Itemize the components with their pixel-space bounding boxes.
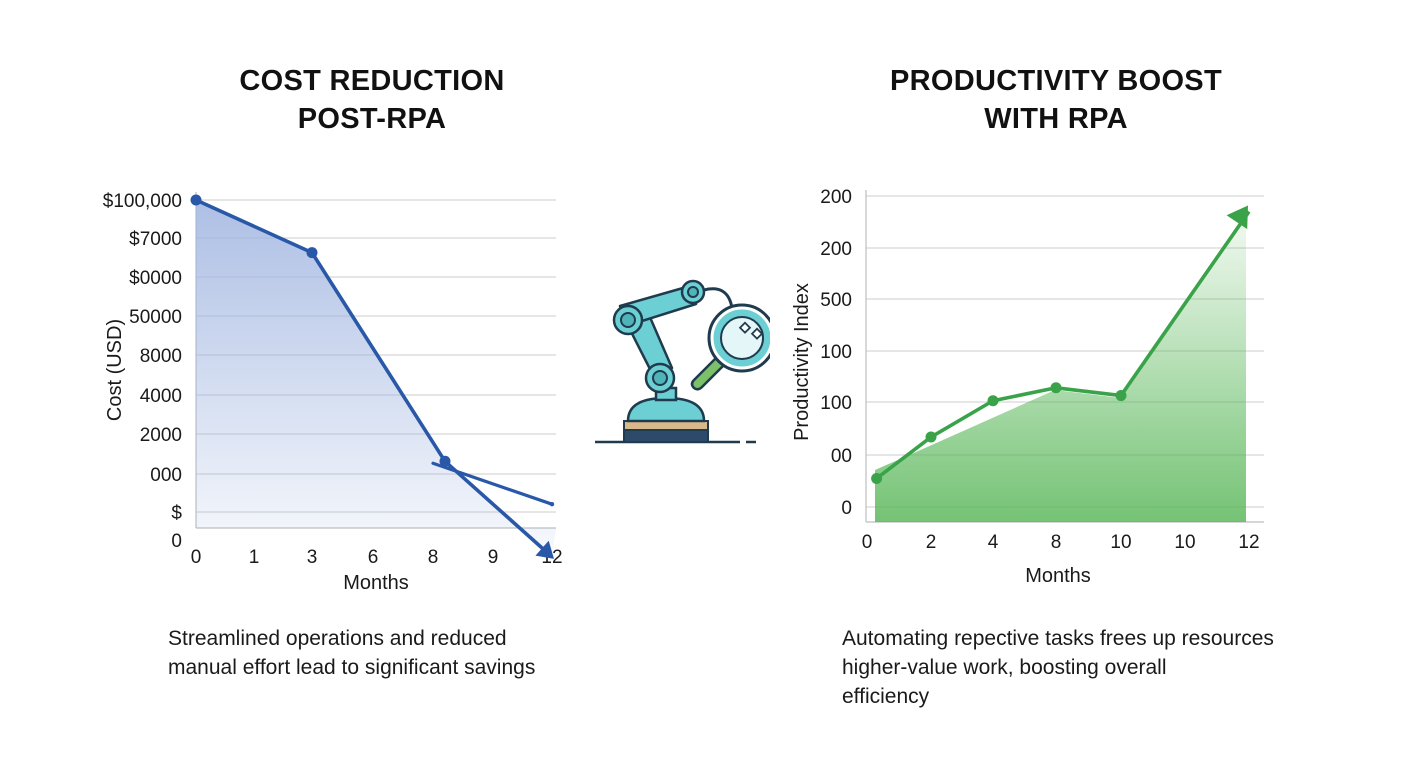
productivity-data-point xyxy=(925,431,937,443)
productivity-y-tick-label: 100 xyxy=(820,393,852,414)
cost-y-tick-label: 4000 xyxy=(140,386,182,407)
magnifier-lens-edge xyxy=(720,316,764,360)
robot-gripper-arc xyxy=(703,287,734,309)
productivity-y-axis-label: Productivity Index xyxy=(791,283,813,441)
productivity-x-tick-label: 8 xyxy=(1051,532,1062,553)
productivity-caption: Automating repective tasks frees up reso… xyxy=(842,624,1282,711)
productivity-series-line xyxy=(875,210,1251,480)
cost-chart-title: COST REDUCTION POST-RPA xyxy=(172,62,572,138)
cost-y-tick-label: $ xyxy=(171,503,182,524)
productivity-y-tick-label: 500 xyxy=(820,290,852,311)
productivity-x-tick-label: 2 xyxy=(926,532,937,553)
productivity-y-tick-label: 200 xyxy=(820,187,852,208)
cost-y-tick-label: 50000 xyxy=(129,307,182,328)
cost-y-axis-label: Cost (USD) xyxy=(104,319,126,421)
productivity-y-tick-label: 100 xyxy=(820,342,852,363)
cost-y-tick-label: $0000 xyxy=(129,268,182,289)
cost-x-tick-label: 1 xyxy=(249,547,260,568)
productivity-title-line2: WITH RPA xyxy=(984,103,1128,135)
cost-y-tick-label: $100,000 xyxy=(103,191,182,212)
productivity-x-tick-label: 4 xyxy=(988,532,999,553)
productivity-x-tick-label: 0 xyxy=(862,532,873,553)
cost-caption-line1: Streamlined operations and reduced xyxy=(168,627,507,650)
cost-x-tick-label: 3 xyxy=(307,547,318,568)
cost-caption-line2-a: manual effort lead to xyxy=(168,656,365,679)
cost-series-line xyxy=(195,198,554,559)
lens-glint-2 xyxy=(750,327,764,340)
cost-y-tick-label: 2000 xyxy=(140,425,182,446)
productivity-chart-title: PRODUCTIVITY BOOST WITH RPA xyxy=(856,62,1256,138)
robot-arm-icon xyxy=(595,279,770,444)
productivity-data-point xyxy=(987,395,999,407)
cost-title-line2: POST-RPA xyxy=(297,103,447,135)
productivity-y-tick-label: 200 xyxy=(820,239,852,260)
cost-x-tick-label: 8 xyxy=(428,547,439,568)
productivity-data-point xyxy=(1115,390,1127,402)
robot-wrist-inner xyxy=(687,286,699,298)
cost-x-tick-label: 9 xyxy=(488,547,499,568)
robot-base-tan xyxy=(623,420,709,431)
cost-y-tick-label: 8000 xyxy=(140,346,182,367)
cost-x-axis-label: Months xyxy=(343,572,409,594)
cost-reduction-chart: $100,000 $7000 $0000 50000 8000 4000 2000 000 $0… xyxy=(103,191,563,594)
robot-elbow-inner xyxy=(652,370,668,386)
cost-series-arrowhead xyxy=(535,540,554,559)
robot-shoulder-inner xyxy=(620,312,636,328)
productivity-y-tick-label: 0 xyxy=(841,498,852,519)
productivity-y-tick-label: 00 xyxy=(831,446,852,467)
cost-caption-line2-b: significant savings xyxy=(364,656,536,679)
productivity-caption-line3: efficiency xyxy=(842,685,930,708)
productivity-series-arrowhead xyxy=(1226,205,1248,230)
productivity-data-point xyxy=(1050,382,1062,394)
cost-caption-line2: manual effort lead to significant saving… xyxy=(168,653,588,682)
productivity-x-axis-label: Months xyxy=(1025,565,1091,587)
cost-y-tick-label: $7000 xyxy=(129,229,182,250)
cost-x-tick-label: 0 xyxy=(191,547,202,568)
cost-y-tick-label: 000 xyxy=(150,465,182,486)
productivity-caption-line2: higher-value work, boosting overall xyxy=(842,656,1167,679)
productivity-area-fill xyxy=(875,214,1246,522)
magnifier-handle xyxy=(690,354,728,391)
productivity-title-line1: PRODUCTIVITY BOOST xyxy=(890,65,1222,97)
cost-y-tick-label: 0 xyxy=(171,531,182,552)
productivity-x-tick-label: 10 xyxy=(1110,532,1131,553)
cost-secondary-end-point xyxy=(549,502,555,507)
cost-data-point xyxy=(439,455,451,467)
cost-data-point xyxy=(190,194,202,206)
cost-data-point xyxy=(306,247,318,259)
productivity-x-tick-label: 10 xyxy=(1174,532,1195,553)
cost-x-tick-label: 6 xyxy=(368,547,379,568)
magnifier-lens xyxy=(713,309,770,367)
productivity-caption-line1: Automating repective tasks frees up reso… xyxy=(842,627,1274,650)
lens-glint-1 xyxy=(738,321,752,334)
cost-area-fill xyxy=(196,200,556,557)
productivity-x-tick-label: 12 xyxy=(1238,532,1259,553)
cost-caption: Streamlined operations and reduced manua… xyxy=(168,624,588,682)
robot-dome xyxy=(626,396,706,423)
cost-title-line1: COST REDUCTION xyxy=(239,65,505,97)
productivity-data-point xyxy=(871,472,883,484)
